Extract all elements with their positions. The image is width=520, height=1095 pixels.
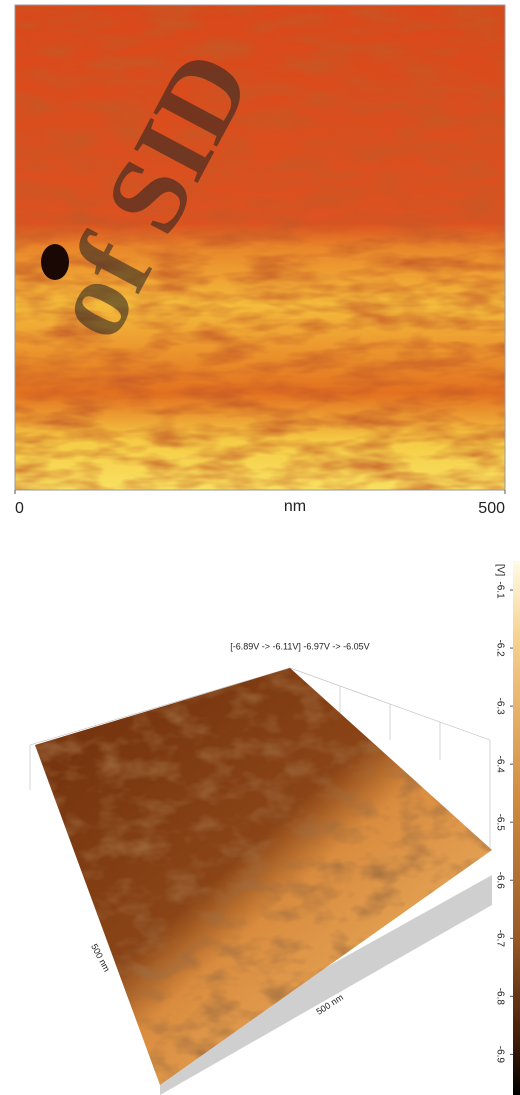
surface-title: [-6.89V -> -6.11V] -6.97V -> -6.05V [230,641,369,651]
colorbar-tick-label: -6.9 [494,1046,505,1064]
colorbar-tick-label: -6.4 [494,756,505,774]
colorbar-tick-label: -6.7 [494,930,505,948]
colorbar-tick-label: -6.5 [494,814,505,832]
x-tick-label: 500 [478,500,505,517]
colorbar-tick-label: -6.8 [494,988,505,1006]
colorbar-tick-label: -6.3 [494,697,505,715]
colorbar-label: [V] [494,564,505,576]
x-tick-label: 0 [15,500,24,517]
colorbar-tick-label: -6.1 [494,581,505,599]
colorbar [513,561,520,1095]
x-axis-label: nm [284,498,306,515]
colorbar-tick-label: -6.2 [494,639,505,657]
y-axis-label: 500 nm [89,942,112,973]
colorbar-tick-label: -6.6 [494,872,505,890]
figure: of SID nm [-6.89V -> -6.11V] -6.97V -> -… [0,0,520,1095]
